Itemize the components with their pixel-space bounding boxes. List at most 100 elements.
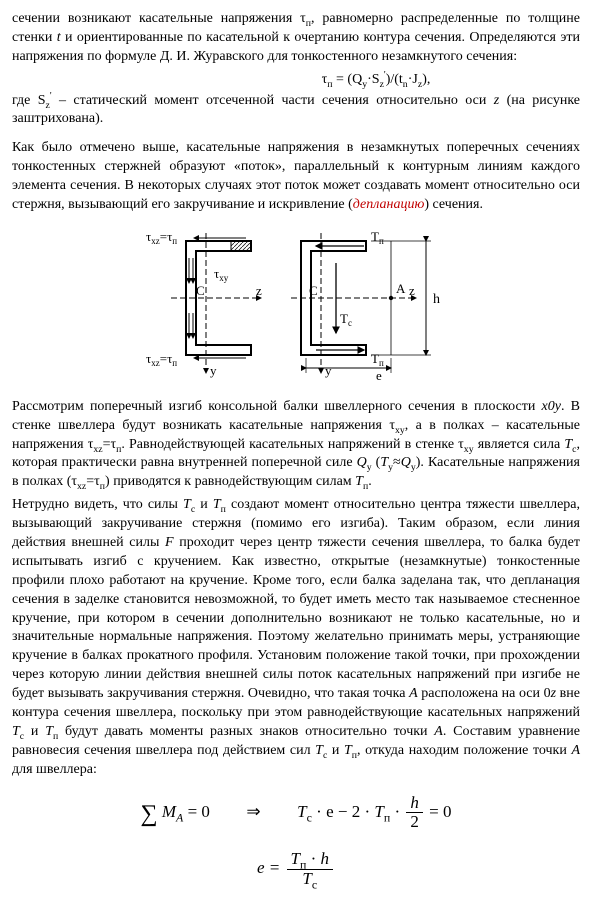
para-3: Как было отмечено выше, касательные напр… — [12, 139, 580, 215]
Q: Q — [401, 455, 411, 470]
svg-text:τxy: τxy — [214, 266, 229, 283]
svg-text:Tп: Tп — [371, 351, 384, 368]
Tp: T — [45, 724, 53, 739]
text: = 0 — [188, 802, 210, 821]
sub: с — [307, 810, 312, 824]
sub: z — [46, 99, 50, 110]
para-4: Рассмотрим поперечный изгиб консольной б… — [12, 398, 580, 492]
sub-A: A — [176, 810, 183, 824]
sub: xy — [464, 443, 474, 454]
Tp: T — [344, 743, 352, 758]
arrow: ⇒ — [246, 802, 260, 821]
svg-text:Tп: Tп — [371, 229, 384, 246]
h: h — [321, 849, 330, 868]
text: · e − 2 · — [316, 802, 374, 821]
svg-text:y: y — [210, 363, 217, 378]
text: = (Q — [333, 72, 363, 87]
text: и — [24, 724, 45, 739]
para-1: сечении возникают касательные напряжения… — [12, 10, 580, 67]
svg-text:τxz=τп: τxz=τп — [146, 229, 177, 246]
svg-text:A: A — [396, 281, 406, 296]
Tp: T — [291, 849, 300, 868]
den: Tс — [287, 870, 334, 889]
svg-text:τxz=τп: τxz=τп — [146, 351, 177, 368]
text: ·S — [367, 72, 379, 87]
frac-h-2: h 2 — [406, 794, 423, 832]
formula-zhuravsky: τп = (Qy·Sz')/(tn·Jz), — [12, 71, 580, 90]
text: расположена на оси 0 — [418, 686, 551, 701]
text: . Равнодействующей касательных напряжени… — [121, 437, 463, 452]
text: · — [394, 802, 404, 821]
term-deplanation: депланацию — [353, 197, 425, 212]
F: F — [165, 535, 174, 550]
text: . — [368, 474, 372, 489]
text: Нетрудно видеть, что силы — [12, 497, 183, 512]
Tc: T — [183, 497, 191, 512]
para-2: где Sz' – статический момент отсеченной … — [12, 92, 580, 130]
Tc: T — [564, 437, 572, 452]
text: и — [195, 497, 213, 512]
text: ) сечения. — [424, 197, 483, 212]
text: Рассмотрим поперечный изгиб консольной б… — [12, 399, 542, 414]
text: для швеллера: — [12, 762, 97, 777]
svg-text:e: e — [376, 368, 382, 383]
text: сечении возникают касательные напряжения… — [12, 11, 306, 26]
svg-text:h: h — [433, 292, 440, 307]
den: 2 — [406, 813, 423, 832]
x0y: x0y — [542, 399, 561, 414]
svg-text:C: C — [309, 283, 318, 298]
sub: xz — [77, 481, 86, 492]
approx: ≈ — [393, 455, 401, 470]
frac-e: Tп · h Tс — [287, 850, 334, 888]
section-diagram: τxz=τп τxz=τп τxy C z y Tп Tп Tс C A z — [12, 223, 580, 390]
sub: п — [384, 810, 390, 824]
Tc: T — [12, 724, 20, 739]
text: Как было отмечено выше, касательные напр… — [12, 140, 580, 212]
e-eq: e = — [257, 858, 285, 877]
num: h — [406, 794, 423, 814]
text: = 0 — [429, 802, 451, 821]
A: A — [434, 724, 443, 739]
para-5: Нетрудно видеть, что силы Tс и Tп создаю… — [12, 496, 580, 779]
text: где S — [12, 93, 46, 108]
text: )/(t — [386, 72, 403, 87]
left-section: τxz=τп τxz=τп τxy C z y — [146, 229, 262, 378]
A: A — [409, 686, 418, 701]
Tc: T — [297, 802, 306, 821]
sub: xy — [395, 424, 405, 435]
text: =τ — [103, 437, 117, 452]
Tp: T — [355, 474, 363, 489]
sub: xz — [93, 443, 102, 454]
text: , откуда находим положение точки — [357, 743, 571, 758]
text: – статический момент отсеченной части се… — [52, 93, 494, 108]
svg-text:z: z — [409, 283, 415, 298]
channel-diagram-svg: τxz=τп τxz=τп τxy C z y Tп Tп Tс C A z — [126, 223, 466, 383]
text: ) приводятся к равнодействующим силам — [105, 474, 355, 489]
dot: · — [306, 849, 320, 868]
M: M — [162, 802, 176, 821]
sub: с — [312, 877, 317, 891]
svg-text:C: C — [196, 283, 205, 298]
text: ·J — [408, 72, 418, 87]
sum-symbol: ∑ — [141, 805, 158, 824]
text: проходит через центр тяжести сечения шве… — [12, 535, 580, 701]
num: Tп · h — [287, 850, 334, 870]
Tp: T — [374, 802, 383, 821]
A: A — [571, 743, 580, 758]
text: =τ — [86, 474, 100, 489]
right-section: Tп Tп Tс C A z y e h — [291, 229, 440, 383]
text: является сила — [474, 437, 565, 452]
equation-e: e = Tп · h Tс — [12, 850, 580, 888]
svg-text:Tс: Tс — [340, 311, 352, 328]
Tp: T — [213, 497, 221, 512]
Tc: T — [302, 869, 311, 888]
Q: Q — [357, 455, 367, 470]
text: и — [327, 743, 344, 758]
sub: z — [380, 78, 384, 89]
equation-moment-balance: ∑ MA = 0 ⇒ Tс · e − 2 · Tп · h 2 = 0 — [12, 794, 580, 832]
svg-text:y: y — [325, 363, 332, 378]
text: будут давать моменты разных знаков относ… — [58, 724, 434, 739]
text: ), — [422, 72, 430, 87]
T: T — [380, 455, 388, 470]
svg-text:z: z — [256, 283, 262, 298]
